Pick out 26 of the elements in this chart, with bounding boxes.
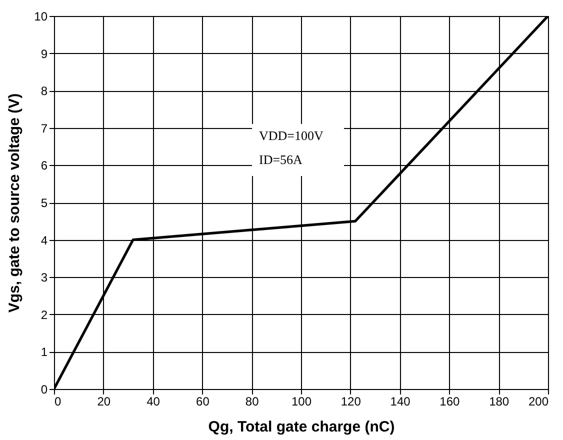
x-tick-label: 160 bbox=[440, 394, 460, 408]
x-tick-label: 100 bbox=[291, 394, 312, 408]
y-tick-label: 10 bbox=[34, 10, 48, 24]
x-tick-label: 80 bbox=[245, 394, 260, 408]
x-tick-label: 0 bbox=[54, 394, 62, 408]
y-tick-label: 5 bbox=[40, 196, 48, 210]
y-tick-label: 8 bbox=[40, 84, 48, 98]
annotation: ID=56A bbox=[259, 152, 304, 167]
y-tick-label: 2 bbox=[40, 308, 48, 322]
x-tick-label: 20 bbox=[97, 394, 111, 408]
y-tick-label: 3 bbox=[40, 270, 48, 285]
x-tick-label: 60 bbox=[196, 394, 210, 408]
x-tick-label: 140 bbox=[390, 394, 411, 408]
x-axis-title: Qg, Total gate charge (nC) bbox=[208, 418, 395, 436]
y-tick-label: 0 bbox=[40, 382, 48, 396]
y-tick-label: 6 bbox=[40, 158, 48, 173]
x-tick-label: 40 bbox=[146, 394, 160, 408]
y-tick-label: 1 bbox=[40, 345, 48, 360]
y-axis-title: Vgs, gate to source voltage (V) bbox=[6, 93, 24, 313]
x-tick-label: 180 bbox=[489, 394, 510, 408]
annotation: VDD=100V bbox=[259, 128, 324, 143]
y-tick-label: 4 bbox=[40, 233, 48, 248]
y-tick-label: 7 bbox=[40, 121, 48, 136]
y-tick-label: 9 bbox=[40, 46, 48, 61]
x-tick-label: 200 bbox=[528, 394, 549, 408]
x-tick-label: 120 bbox=[340, 394, 362, 408]
